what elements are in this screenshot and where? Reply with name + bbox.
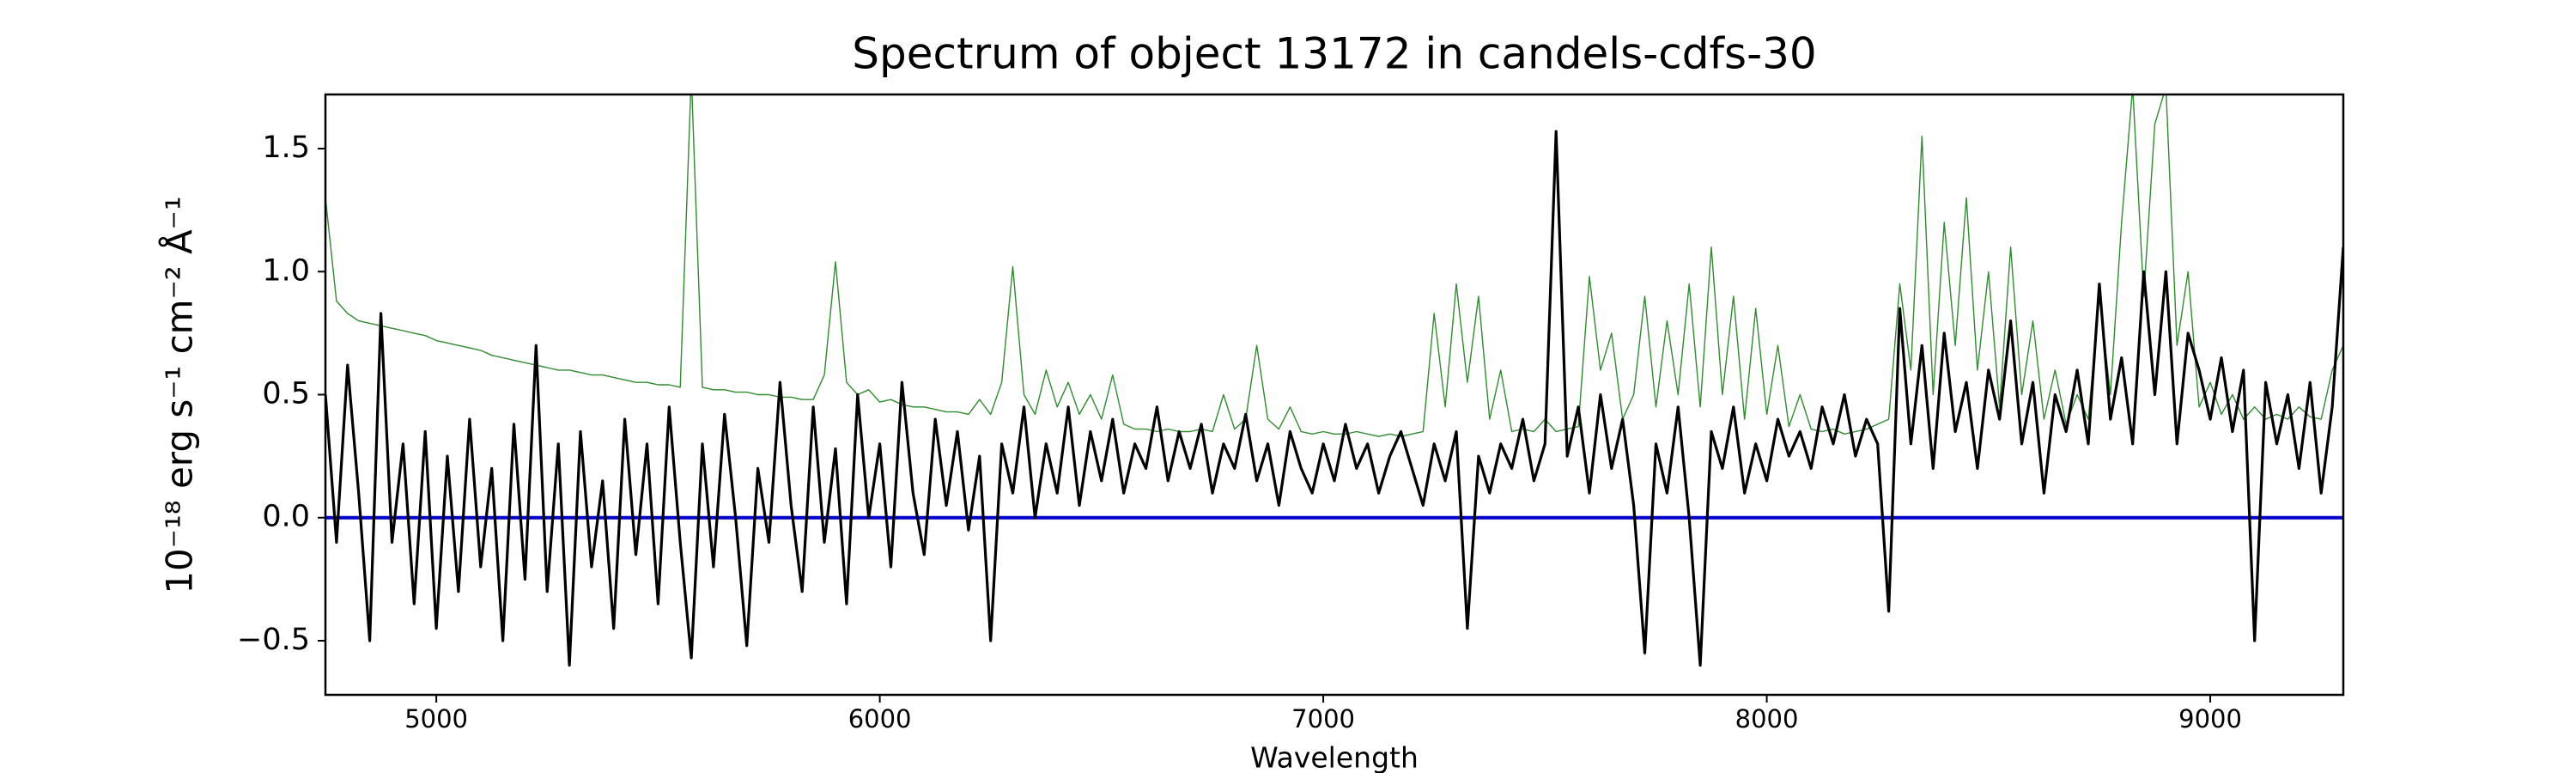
y-tick-label: 1.0 [262, 253, 310, 288]
y-axis-label: 10⁻¹⁸ erg s⁻¹ cm⁻² Å⁻¹ [158, 196, 201, 593]
x-tick-label: 9000 [2178, 704, 2242, 733]
spectrum-line [325, 130, 2343, 667]
spectrum-line [325, 94, 2343, 437]
y-tick-label: 1.5 [262, 131, 310, 165]
x-tick-label: 6000 [848, 704, 912, 733]
x-tick-label: 5000 [404, 704, 468, 733]
y-tick-label: 0.0 [262, 500, 310, 534]
x-tick-label: 7000 [1291, 704, 1355, 733]
y-tick-label: 0.5 [262, 377, 310, 411]
x-axis-label: Wavelength [1250, 741, 1419, 773]
chart-title: Spectrum of object 13172 in candels-cdfs… [852, 29, 1817, 79]
y-tick-label: −0.5 [237, 623, 310, 657]
x-tick-label: 8000 [1735, 704, 1799, 733]
